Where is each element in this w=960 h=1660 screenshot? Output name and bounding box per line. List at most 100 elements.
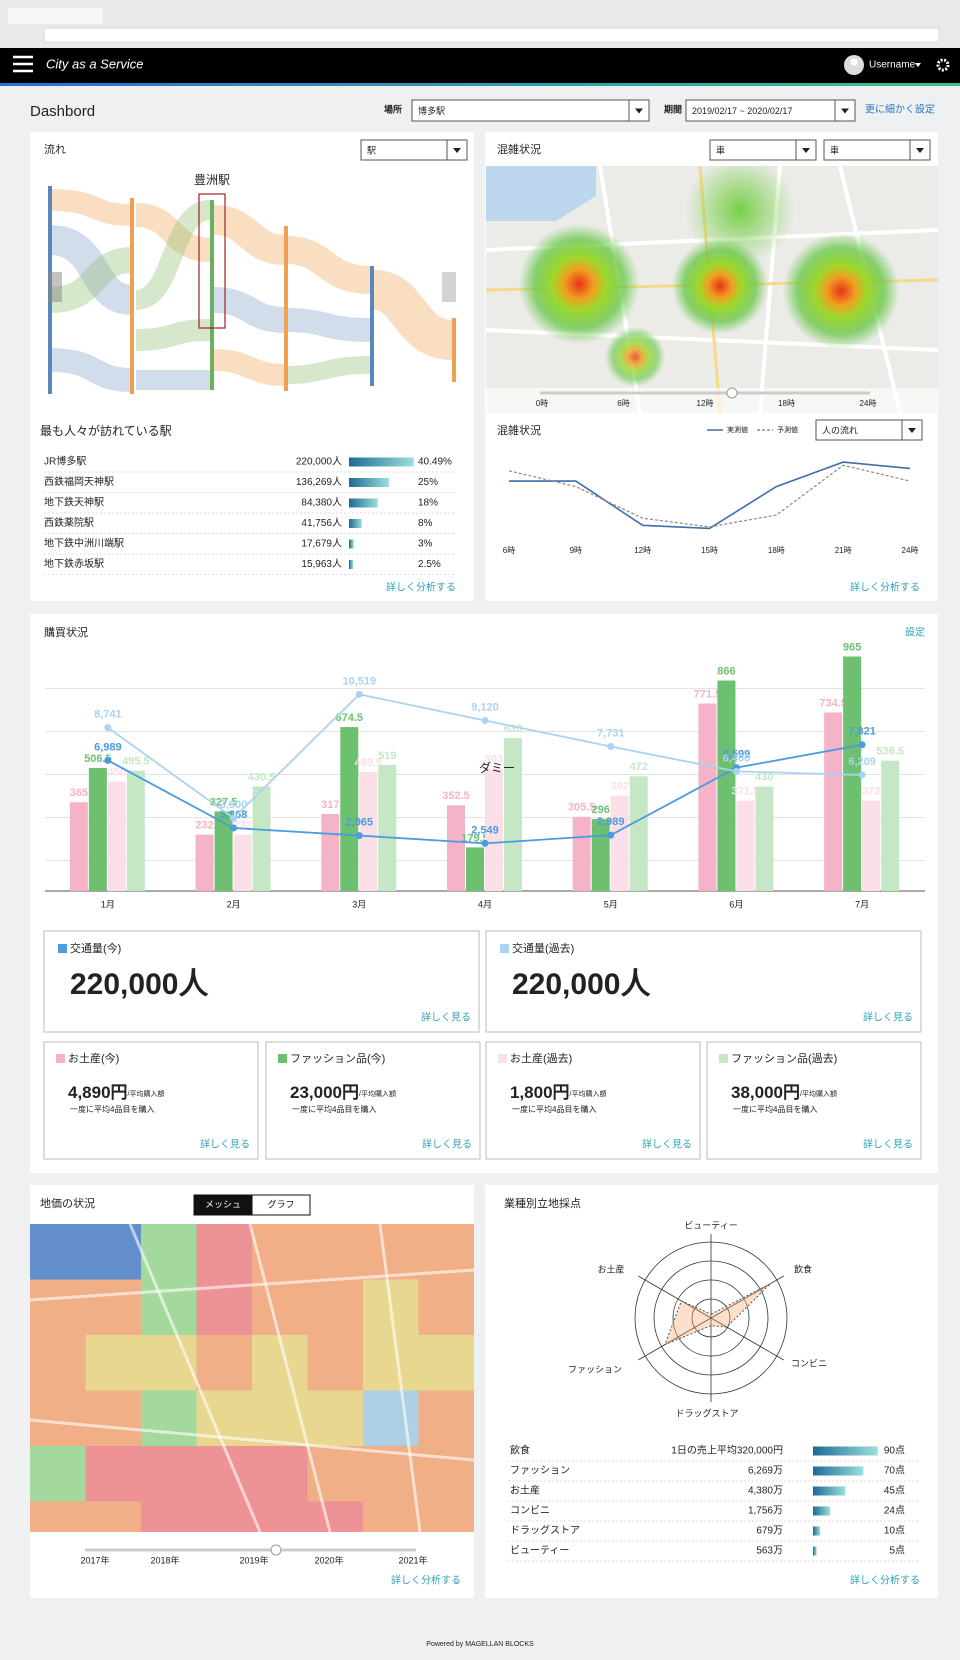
kpi-label: 交通量(今) bbox=[70, 941, 121, 955]
mesh-cell bbox=[252, 1390, 308, 1446]
bar bbox=[359, 772, 378, 891]
bar bbox=[862, 800, 881, 891]
kpi-card bbox=[706, 1041, 922, 1160]
bar-value-label: 503 bbox=[485, 754, 503, 766]
kpi-link[interactable]: 詳しく見る bbox=[863, 1011, 913, 1024]
share-bar bbox=[349, 539, 354, 549]
line-value-label: 2,965 bbox=[346, 816, 374, 828]
line-value-label: 6,599 bbox=[723, 749, 751, 761]
kpi-card bbox=[43, 930, 480, 1033]
menu-icon[interactable] bbox=[13, 55, 33, 73]
select-value: 2019/02/17 ~ 2020/02/17 bbox=[692, 106, 792, 116]
period-label: 期間 bbox=[664, 103, 682, 114]
highlight-label: 豊洲駅 bbox=[194, 173, 230, 187]
mesh-cell bbox=[85, 1501, 141, 1532]
settings-icon[interactable] bbox=[936, 58, 950, 72]
mesh-cell bbox=[30, 1390, 86, 1446]
station-share: 8% bbox=[418, 518, 433, 529]
bar-value-label: 495.5 bbox=[122, 755, 150, 767]
select-box[interactable] bbox=[360, 139, 468, 161]
mesh-cell bbox=[307, 1279, 363, 1335]
select-caret bbox=[453, 148, 461, 153]
line-series bbox=[508, 464, 911, 528]
year-slider-knob[interactable] bbox=[270, 1544, 282, 1556]
industry-name: ドラッグストア bbox=[510, 1524, 580, 1537]
bar bbox=[195, 834, 214, 891]
line-point bbox=[732, 767, 740, 775]
mesh-cell bbox=[141, 1446, 197, 1502]
bar-value-label: 734.5 bbox=[819, 697, 847, 709]
score-bar bbox=[813, 1446, 878, 1456]
bar bbox=[881, 760, 900, 891]
line-value-label: 9,120 bbox=[471, 701, 499, 713]
select-box[interactable] bbox=[411, 99, 650, 122]
mesh-cell bbox=[196, 1224, 252, 1280]
panel-title: 混雑状況 bbox=[497, 142, 541, 156]
mesh-cell bbox=[252, 1501, 308, 1532]
mesh-cell bbox=[363, 1501, 419, 1532]
station-share: 40.49% bbox=[418, 457, 452, 468]
kpi-link[interactable]: 詳しく見る bbox=[422, 1138, 472, 1151]
kpi-amount: 1,800円/平均購入額 bbox=[510, 1083, 607, 1102]
kpi-label: ファッション品(過去) bbox=[731, 1052, 837, 1065]
tab-label[interactable]: メッシュ bbox=[205, 1199, 241, 1209]
more-settings[interactable]: 更に細かく設定 bbox=[865, 103, 935, 116]
mesh-cell bbox=[196, 1501, 252, 1532]
radar-axis bbox=[638, 1317, 712, 1361]
year-label: 2021年 bbox=[398, 1554, 427, 1565]
x-tick-label: 5月 bbox=[604, 899, 618, 909]
share-bar bbox=[349, 498, 378, 508]
radar-axis bbox=[710, 1317, 784, 1361]
station-name: 地下鉄中洲川端駅 bbox=[44, 537, 124, 550]
select-box[interactable] bbox=[709, 139, 817, 161]
select-box[interactable] bbox=[823, 139, 931, 161]
bar bbox=[843, 656, 862, 891]
x-tick-label: 24時 bbox=[902, 546, 919, 555]
analyze-link[interactable]: 詳しく分析する bbox=[850, 1574, 920, 1587]
analyze-link[interactable]: 詳しく分析する bbox=[391, 1574, 461, 1587]
score-bar bbox=[813, 1466, 864, 1476]
bar-value-label: 179.5 bbox=[461, 832, 489, 844]
kpi-link[interactable]: 詳しく見る bbox=[200, 1138, 250, 1151]
highlight-box bbox=[198, 193, 226, 329]
mesh-cell bbox=[307, 1446, 363, 1502]
year-label: 2019年 bbox=[239, 1554, 268, 1565]
kpi-link[interactable]: 詳しく見る bbox=[421, 1011, 471, 1024]
industry-sales: 1,756万 bbox=[748, 1506, 783, 1517]
bar-value-label: 372 bbox=[862, 786, 880, 798]
tab[interactable] bbox=[251, 1194, 311, 1216]
line-point bbox=[355, 832, 363, 840]
line-point bbox=[230, 814, 238, 822]
mesh-cell bbox=[363, 1224, 419, 1280]
station-visitors: 84,380人 bbox=[301, 497, 342, 509]
kpi-amount-value: 1,800円 bbox=[510, 1083, 570, 1102]
mesh-cell bbox=[252, 1279, 308, 1335]
kpi-card bbox=[485, 930, 922, 1033]
kpi-link[interactable]: 詳しく見る bbox=[642, 1138, 692, 1151]
select-box[interactable] bbox=[685, 99, 856, 122]
line-value-label: 3,900 bbox=[220, 799, 248, 811]
bar bbox=[736, 800, 755, 891]
radar-axis-label: ファッション bbox=[568, 1364, 622, 1374]
industry-score: 10点 bbox=[884, 1525, 905, 1537]
line-value-label: 7,821 bbox=[848, 726, 876, 738]
analyze-link[interactable]: 詳しく分析する bbox=[850, 581, 920, 594]
footer: Powered by MAGELLAN BLOCKS bbox=[426, 1641, 534, 1648]
x-tick-label: 1月 bbox=[101, 899, 115, 909]
mesh-cell bbox=[307, 1501, 363, 1532]
kpi-amount-unit: /平均購入額 bbox=[128, 1089, 165, 1098]
analyze-link[interactable]: 詳しく分析する bbox=[386, 581, 456, 594]
tab-label[interactable]: グラフ bbox=[267, 1198, 294, 1209]
bar-value-label: 352.5 bbox=[442, 790, 470, 802]
radar-axis-label: ビューティー bbox=[684, 1220, 737, 1230]
bar bbox=[572, 816, 591, 891]
select-box[interactable] bbox=[815, 419, 923, 441]
sankey-nodes bbox=[48, 186, 456, 394]
x-tick-label: 2月 bbox=[227, 899, 241, 909]
land-map bbox=[30, 1224, 474, 1532]
station-share: 2.5% bbox=[418, 559, 441, 570]
industry-sales: 6,269万 bbox=[748, 1466, 783, 1477]
username[interactable]: Username bbox=[869, 60, 916, 71]
kpi-link[interactable]: 詳しく見る bbox=[863, 1138, 913, 1151]
settings-link[interactable]: 設定 bbox=[905, 626, 925, 639]
